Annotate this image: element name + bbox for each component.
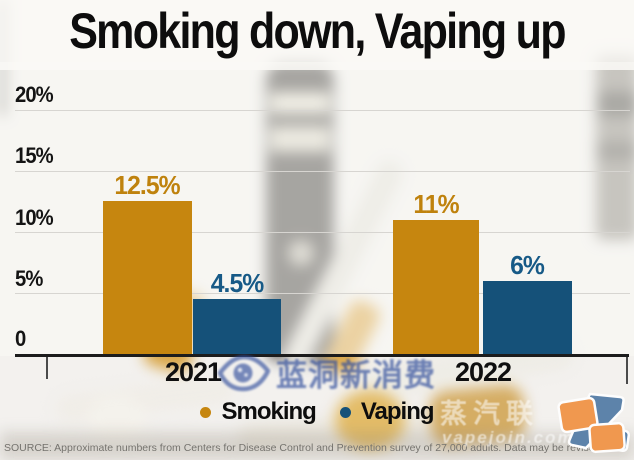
source-note: SOURCE: Approximate numbers from Centers…	[4, 442, 601, 454]
bar-smoking-2021	[103, 201, 192, 354]
cigarette-end	[88, 396, 146, 442]
chart-title: Smoking down, Vaping up	[69, 3, 566, 59]
bar-smoking-2022	[393, 220, 479, 354]
bar-vaping-2021	[193, 299, 281, 354]
legend: Smoking Vaping	[0, 398, 634, 426]
y-tick-5: 5%	[15, 266, 43, 291]
gridline-5	[15, 293, 630, 294]
vaping-legend-label: Vaping	[360, 398, 435, 425]
watermark-brand-text: 蒸汽联	[440, 399, 539, 429]
watermark-center-text: 蓝洞新消费	[276, 358, 436, 393]
watermark-center: 蓝洞新消费	[218, 350, 436, 395]
title-band	[0, 0, 634, 70]
cigarette-filter	[335, 390, 405, 450]
value-label-smoking-2022: 11%	[413, 189, 459, 219]
gridline-10	[15, 232, 630, 233]
x-axis-tick-right	[626, 357, 628, 384]
gridline-15	[15, 171, 630, 172]
x-axis-tick-left	[46, 357, 48, 379]
value-label-vaping-2021: 4.5%	[210, 268, 264, 298]
y-tick-10: 10%	[15, 205, 54, 230]
vaping-legend-dot	[339, 406, 351, 418]
y-tick-20: 20%	[15, 82, 54, 107]
photo-shadow	[0, 432, 634, 460]
bottom-veil	[0, 356, 634, 460]
y-tick-0: 0	[15, 326, 26, 351]
x-label-2021: 2021	[164, 357, 222, 387]
watermark-url-text: vapejoin.com	[442, 428, 575, 447]
y-tick-15: 15%	[15, 143, 54, 168]
eye-icon	[218, 354, 270, 391]
x-label-2022: 2022	[454, 357, 512, 387]
bar-vaping-2022	[483, 281, 572, 354]
smoking-legend-dot	[200, 406, 212, 418]
gridline-20	[15, 110, 630, 111]
value-label-smoking-2021: 12.5%	[114, 170, 180, 200]
smoking-legend-label: Smoking	[221, 398, 316, 425]
x-axis-line	[15, 354, 629, 357]
brand-logo-icon	[557, 392, 631, 454]
value-label-vaping-2022: 6%	[510, 250, 545, 280]
